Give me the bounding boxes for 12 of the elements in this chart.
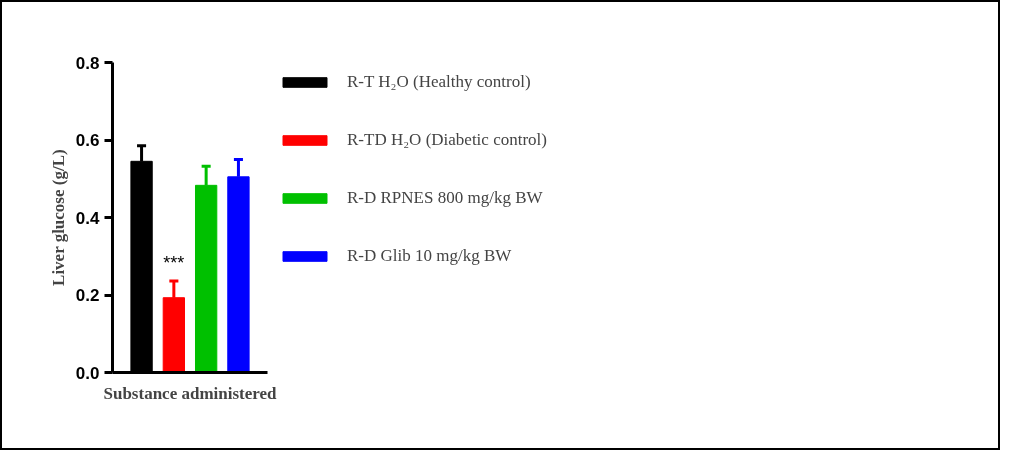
y-tick-label: 0.4 bbox=[75, 208, 101, 228]
data-label: *** bbox=[163, 253, 185, 274]
legend-label: R-D Glib 10 mg/kg BW bbox=[347, 246, 512, 266]
y-tick-label: 0.2 bbox=[75, 286, 100, 305]
legend-label: R-T H₂O (Healthy control) bbox=[347, 72, 531, 92]
y-tick-label: 0.8 bbox=[75, 53, 100, 73]
y-axis-title: Liver glucose (g/L) bbox=[48, 149, 68, 286]
x-axis-title: Substance administered bbox=[103, 383, 278, 403]
y-tick-label: 0.0 bbox=[75, 363, 100, 383]
legend-label: R-D RPNES 800 mg/kg BW bbox=[347, 188, 543, 208]
legend-label: R-TD H₂O (Diabetic control) bbox=[347, 130, 547, 150]
y-tick-label: 0.6 bbox=[75, 131, 100, 150]
